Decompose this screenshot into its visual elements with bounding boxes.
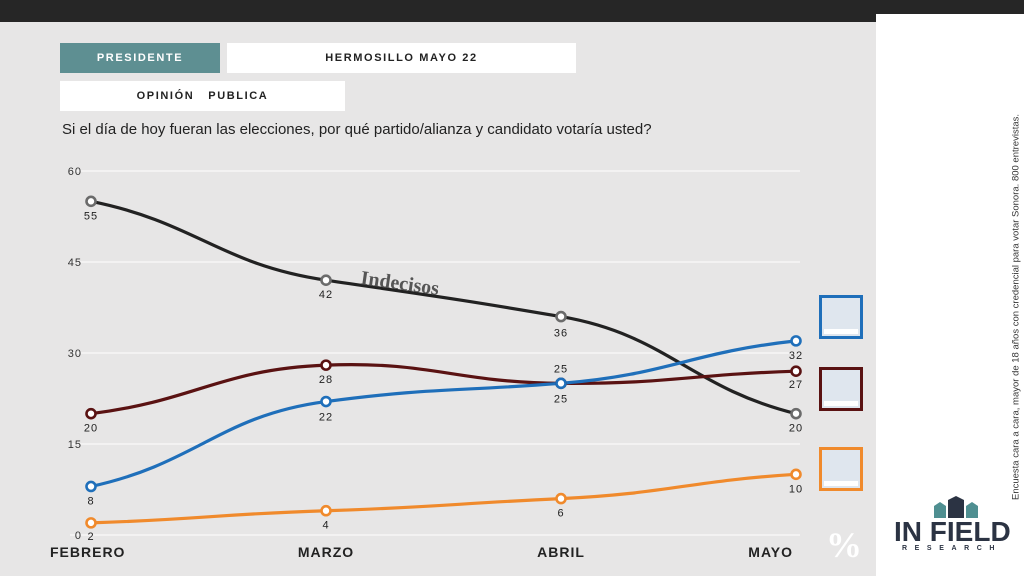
city-buildings-icon bbox=[934, 496, 978, 518]
series-line bbox=[89, 472, 798, 525]
data-point bbox=[555, 310, 567, 323]
data-point bbox=[320, 395, 332, 408]
tag-title: HERMOSILLO MAYO 22 bbox=[227, 43, 576, 73]
data-point bbox=[85, 517, 97, 529]
data-label: 28 bbox=[319, 374, 333, 386]
data-point bbox=[85, 480, 97, 493]
data-point bbox=[85, 407, 97, 420]
data-label: 25 bbox=[554, 363, 568, 375]
data-label: 22 bbox=[319, 412, 333, 424]
data-point bbox=[320, 274, 332, 287]
side-panel bbox=[876, 14, 1024, 576]
series-line bbox=[89, 339, 798, 489]
data-label: 2 bbox=[87, 531, 94, 543]
data-label: 10 bbox=[789, 483, 803, 495]
y-tick-label: 0 bbox=[75, 530, 82, 542]
y-tick-label: 15 bbox=[68, 439, 82, 451]
y-tick-label: 60 bbox=[68, 166, 82, 178]
data-point bbox=[790, 407, 802, 420]
data-point bbox=[790, 468, 802, 481]
brand-logo: IN FIELD bbox=[894, 516, 1011, 547]
candidate-photo-icon-2 bbox=[819, 367, 863, 411]
data-point bbox=[555, 377, 567, 390]
data-label: 42 bbox=[319, 289, 333, 301]
series-annotation: Indecisos bbox=[359, 267, 440, 300]
data-label: 4 bbox=[322, 520, 329, 532]
data-point bbox=[555, 492, 567, 505]
candidate-photo-icon-3 bbox=[819, 447, 863, 491]
survey-footnote: Encuesta cara a cara, mayor de 18 años c… bbox=[1010, 113, 1022, 501]
x-tick-label: MAYO bbox=[748, 544, 793, 560]
y-tick-label: 30 bbox=[68, 348, 82, 360]
candidate-photo-icon-1 bbox=[819, 295, 863, 339]
data-point bbox=[320, 504, 332, 517]
data-label: 32 bbox=[789, 350, 803, 362]
survey-question: Si el día de hoy fueran las elecciones, … bbox=[62, 121, 652, 138]
series-line bbox=[89, 363, 798, 416]
series-line bbox=[89, 199, 798, 416]
data-label: 6 bbox=[557, 508, 564, 520]
percent-symbol: % bbox=[826, 525, 862, 565]
tag-source: OPINIÓN PUBLICA bbox=[60, 81, 345, 111]
brand-logo-sub: RESEARCH bbox=[902, 545, 1003, 552]
data-point bbox=[85, 195, 97, 208]
data-label: 25 bbox=[554, 393, 568, 405]
data-point bbox=[790, 335, 802, 347]
data-label: 55 bbox=[84, 210, 98, 222]
data-label: 8 bbox=[87, 495, 94, 507]
x-tick-label: ABRIL bbox=[537, 544, 585, 560]
top-bar bbox=[0, 0, 1024, 22]
x-tick-label: FEBRERO bbox=[50, 544, 125, 560]
data-point bbox=[790, 365, 802, 378]
data-label: 36 bbox=[554, 328, 568, 340]
tag-president: PRESIDENTE bbox=[60, 43, 220, 73]
data-label: 20 bbox=[84, 423, 98, 435]
y-tick-label: 45 bbox=[68, 257, 82, 269]
data-label: 27 bbox=[789, 379, 803, 391]
x-tick-label: MARZO bbox=[298, 544, 354, 560]
data-label: 20 bbox=[789, 423, 803, 435]
data-point bbox=[320, 359, 332, 371]
